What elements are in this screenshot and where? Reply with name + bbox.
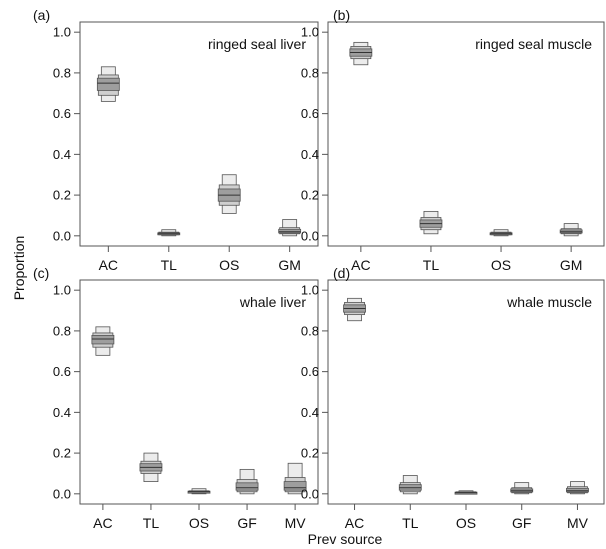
panel-label: (a) [33,7,50,23]
panel-label: (d) [333,265,350,281]
x-tick-label: GF [512,515,531,531]
y-tick-label: 0.6 [301,106,319,121]
panel-label: (b) [333,7,350,23]
y-tick-label: 1.0 [53,283,71,298]
x-tick-label: TL [423,257,440,273]
distribution-GF [510,482,534,495]
x-tick-label: GM [278,257,301,273]
distribution-GF [235,468,259,495]
distribution-OS [489,229,513,237]
distribution-MV [283,462,307,495]
y-tick-label: 0.0 [301,228,319,243]
distribution-TL [419,210,443,235]
y-tick-label: 0.8 [301,323,319,338]
distribution-TL [398,475,422,495]
interval-50 [235,482,259,491]
interval-50 [96,77,120,91]
y-tick-label: 0.6 [301,364,319,379]
x-tick-label: TL [143,515,160,531]
plot-frame [327,21,605,247]
y-tick-label: 0.2 [301,446,319,461]
plot-frame [79,21,319,247]
x-tick-label: TL [402,515,419,531]
x-tick-label: OS [219,257,239,273]
plot-frame [327,279,605,505]
x-tick-label: GF [237,515,256,531]
x-tick-label: AC [93,515,112,531]
distribution-OS [454,490,478,495]
distribution-TL [157,229,181,237]
y-tick-label: 1.0 [301,283,319,298]
y-tick-label: 0.4 [301,147,319,162]
x-tick-label: MV [567,515,589,531]
panel-title: ringed seal muscle [475,36,592,52]
x-tick-label: OS [456,515,476,531]
y-tick-label: 0.2 [53,188,71,203]
panel-a: (a) ringed seal liver 0.0 0.2 0.4 0.6 0.8 1.0 AC… [33,7,319,273]
distribution-OS [187,488,211,495]
distribution-MV [566,481,589,495]
y-axis-title: Proportion [11,236,27,301]
distribution-AC [96,66,120,102]
y-tick-label: 0.2 [301,188,319,203]
y-tick-label: 0.6 [53,106,71,121]
interval-50 [566,487,589,493]
x-tick-label: AC [99,257,118,273]
distribution-GM [559,223,583,237]
plot-frame [79,279,319,505]
y-tick-label: 0.8 [301,65,319,80]
x-tick-label: TL [161,257,178,273]
distribution-TL [139,452,163,483]
y-tick-label: 0.8 [53,323,71,338]
y-tick-label: 0.4 [301,405,319,420]
y-tick-label: 0.4 [53,147,71,162]
x-tick-label: AC [351,257,370,273]
x-axis-title: Prev source [308,531,383,547]
x-tick-label: AC [345,515,364,531]
x-tick-label: OS [189,515,209,531]
panel-title: whale muscle [506,294,592,310]
y-tick-label: 0.0 [53,486,71,501]
y-tick-label: 0.8 [53,65,71,80]
panel-title: whale liver [239,294,306,310]
distribution-GM [278,219,302,237]
distribution-AC [91,326,115,356]
panels: (a) ringed seal liver 0.0 0.2 0.4 0.6 0.8 1.0 AC… [33,7,605,531]
interval-50 [283,481,307,491]
panel-b: (b) ringed seal muscle 0.0 0.2 0.4 0.6 0.8 1.0 A… [301,7,605,273]
y-tick-label: 0.6 [53,364,71,379]
y-tick-label: 1.0 [301,25,319,40]
y-tick-label: 0.2 [53,446,71,461]
panel-label: (c) [33,265,49,281]
y-tick-label: 1.0 [53,25,71,40]
interval-50 [91,334,115,345]
distribution-AC [349,41,373,66]
x-tick-label: OS [491,257,511,273]
distribution-OS [217,174,241,214]
distribution-AC [343,297,366,322]
panel-d: (d) whale muscle 0.0 0.2 0.4 0.6 0.8 1.0 AC TL OS G… [301,265,605,531]
y-tick-label: 0.0 [53,228,71,243]
panel-title: ringed seal liver [208,36,306,52]
interval-50 [278,228,302,234]
y-tick-label: 0.4 [53,405,71,420]
panel-c: (c) whale liver 0.0 0.2 0.4 0.6 0.8 1.0 AC TL OS GF… [33,265,319,531]
y-tick-label: 0.0 [301,486,319,501]
x-tick-label: MV [285,515,307,531]
x-tick-label: GM [560,257,583,273]
